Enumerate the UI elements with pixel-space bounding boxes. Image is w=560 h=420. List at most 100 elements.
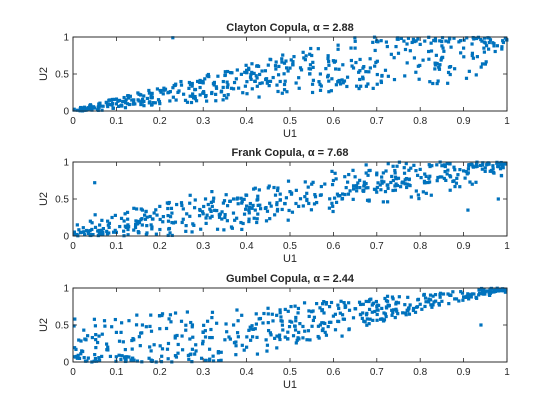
scatter-point: [444, 39, 448, 43]
scatter-point: [367, 299, 371, 304]
scatter-point: [331, 204, 335, 208]
scatter-point: [222, 93, 226, 98]
scatter-point: [504, 162, 508, 166]
scatter-point: [386, 303, 390, 307]
scatter-point: [219, 350, 223, 354]
scatter-point: [351, 168, 355, 172]
scatter-point: [294, 81, 298, 85]
scatter-point: [427, 163, 431, 167]
scatter-point: [462, 55, 466, 59]
scatter-point: [278, 311, 282, 315]
scatter-point: [415, 305, 420, 309]
scatter-point: [166, 219, 171, 223]
scatter-point: [290, 320, 294, 324]
scatter-point: [333, 312, 337, 316]
scatter-point: [282, 72, 286, 76]
scatter-point: [440, 164, 444, 168]
scatter-point: [447, 302, 451, 306]
scatter-point: [188, 201, 192, 205]
scatter-point: [293, 304, 297, 308]
scatter-point: [364, 186, 368, 190]
scatter-point: [130, 347, 134, 351]
scatter-point: [137, 99, 141, 103]
scatter-point: [217, 215, 222, 219]
scatter-point: [254, 322, 258, 326]
scatter-point: [237, 86, 241, 90]
scatter-point: [213, 208, 217, 212]
scatter-point: [406, 295, 410, 299]
scatter-point: [89, 106, 93, 110]
scatter-point: [257, 95, 261, 99]
scatter-point: [441, 292, 446, 296]
scatter-point: [419, 176, 423, 180]
scatter-point: [93, 213, 97, 217]
scatter-point: [333, 328, 338, 332]
scatter-point: [215, 227, 220, 231]
scatter-point: [160, 312, 165, 316]
scatter-point: [295, 338, 299, 342]
scatter-point: [395, 164, 399, 168]
x-tick-label: 0.9: [457, 116, 471, 127]
scatter-point: [86, 334, 90, 338]
scatter-point: [76, 353, 80, 357]
scatter-point: [296, 306, 301, 311]
scatter-point: [402, 39, 406, 43]
scatter-point: [266, 328, 271, 333]
scatter-point: [481, 163, 485, 167]
scatter-point: [166, 233, 170, 237]
scatter-point: [142, 94, 146, 98]
scatter-point: [105, 232, 110, 236]
scatter-point: [166, 357, 170, 361]
scatter-point: [414, 169, 418, 173]
scatter-point: [110, 325, 114, 329]
scatter-point: [358, 57, 362, 62]
scatter-point: [330, 183, 335, 187]
scatter-point: [322, 311, 326, 315]
scatter-point: [374, 60, 378, 65]
scatter-point: [114, 355, 118, 359]
scatter-point: [433, 293, 438, 297]
scatter-point: [283, 79, 287, 83]
scatter-point: [405, 185, 409, 190]
x-tick-label: 0.1: [109, 367, 123, 378]
scatter-point: [320, 321, 324, 325]
scatter-point: [434, 53, 438, 57]
scatter-point: [168, 99, 172, 103]
scatter-point: [100, 228, 104, 232]
scatter-point: [135, 359, 140, 363]
y-axis-label: U2: [38, 318, 50, 332]
scatter-point: [250, 62, 254, 66]
scatter-point: [402, 166, 406, 170]
scatter-point: [441, 46, 445, 50]
scatter-point: [424, 300, 428, 304]
scatter-point: [340, 313, 345, 317]
scatter-point: [464, 76, 469, 80]
x-tick-label: 0.6: [326, 116, 340, 127]
scatter-point: [311, 78, 315, 82]
scatter-point: [416, 64, 420, 68]
scatter-point: [373, 48, 377, 53]
scatter-point: [283, 307, 287, 312]
scatter-point: [250, 71, 254, 75]
scatter-point: [446, 40, 451, 44]
scatter-point: [278, 333, 282, 337]
scatter-point: [158, 102, 162, 106]
scatter-point: [250, 206, 254, 210]
scatter-point: [171, 95, 175, 99]
scatter-point: [145, 96, 150, 101]
scatter-point: [380, 74, 384, 78]
scatter-point: [318, 88, 323, 92]
scatter-point: [101, 233, 105, 237]
scatter-point: [501, 39, 505, 43]
scatter-point: [256, 64, 261, 68]
scatter-point: [449, 45, 453, 49]
scatter-point: [173, 336, 177, 340]
scatter-point: [318, 72, 322, 76]
scatter-point: [294, 188, 298, 192]
scatter-point: [145, 231, 149, 235]
scatter-point: [383, 68, 388, 72]
scatter-point: [481, 292, 485, 296]
scatter-point: [406, 309, 410, 313]
scatter-point: [446, 168, 450, 172]
scatter-point: [362, 189, 366, 193]
